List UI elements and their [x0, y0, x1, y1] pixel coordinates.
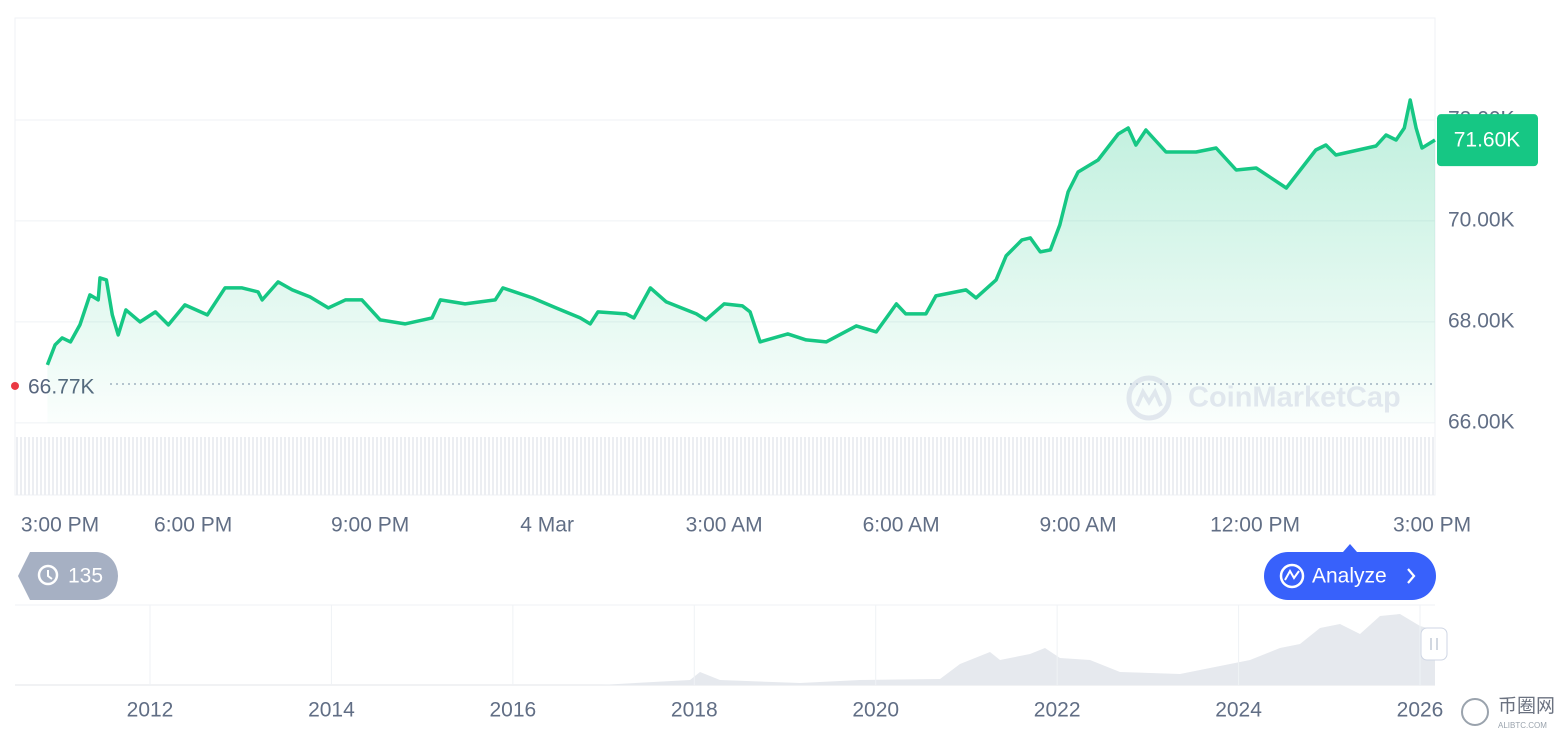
volume-strip	[15, 437, 1435, 495]
line	[45, 98, 1436, 366]
analyze-button[interactable]: Analyze	[1264, 544, 1436, 600]
analyze-label: Analyze	[1312, 565, 1387, 588]
history-count: 135	[68, 565, 103, 588]
y-tick-label: 70.00K	[1448, 208, 1515, 231]
history-badge[interactable]: 135	[18, 552, 118, 600]
x-tick-label: 12:00 PM	[1210, 514, 1300, 537]
x-tick-label: 4 Mar	[520, 514, 574, 537]
site-mark: 币圈网 ALIBTC.COM	[1461, 695, 1555, 730]
x-tick-label: 3:00 PM	[21, 514, 99, 537]
x-tick-label: 6:00 PM	[154, 514, 232, 537]
x-tick-label: 3:00 PM	[1393, 514, 1471, 537]
navigator-handle[interactable]	[1420, 627, 1448, 661]
site-url: ALIBTC.COM	[1498, 721, 1547, 730]
y-tick-label: 66.00K	[1448, 410, 1515, 433]
price-badge-label: 71.60K	[1454, 129, 1521, 152]
reference-dot	[11, 381, 19, 390]
navigator-tick-label: 2026	[1397, 699, 1444, 722]
x-tick-label: 9:00 PM	[331, 514, 409, 537]
navigator-tick-label: 2020	[852, 699, 899, 722]
navigator-axis: 2012 2014 2016 2018 2020 2022 2024 2026	[127, 605, 1444, 722]
site-mark-text: 币圈网	[1498, 695, 1555, 717]
x-tick-label: 6:00 AM	[863, 514, 940, 537]
navigator-tick-label: 2022	[1034, 699, 1081, 722]
y-tick-label: 68.00K	[1448, 309, 1515, 332]
x-tick-label: 9:00 AM	[1040, 514, 1117, 537]
price-badge	[1437, 114, 1538, 167]
watermark: CoinMarketCap	[1126, 375, 1401, 421]
navigator-tick-label: 2018	[671, 699, 718, 722]
navigator-tick-label: 2016	[489, 699, 536, 722]
x-tick-label: 3:00 AM	[686, 514, 763, 537]
watermark-text: CoinMarketCap	[1188, 382, 1401, 414]
navigator-tick-label: 2012	[127, 699, 174, 722]
navigator-tick-label: 2024	[1215, 699, 1262, 722]
navigator	[15, 604, 1448, 686]
navigator-tick-label: 2014	[308, 699, 355, 722]
area	[47, 100, 1435, 423]
navigator-area	[600, 614, 1435, 685]
